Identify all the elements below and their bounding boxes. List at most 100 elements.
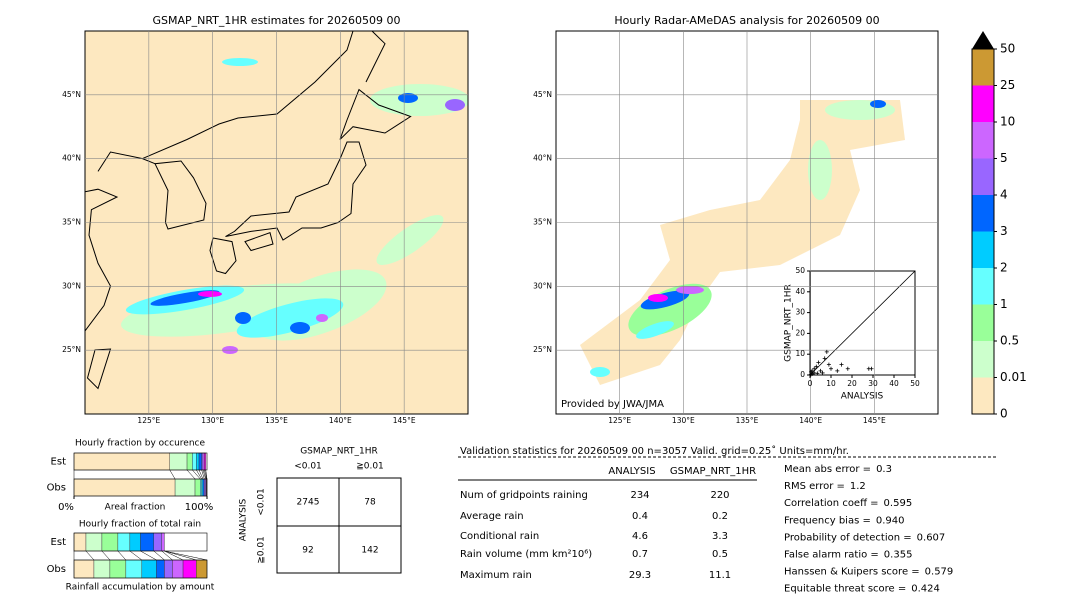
- colorbar-segment: [972, 231, 994, 268]
- score: Hanssen & Kuipers score = 0.579: [784, 567, 953, 578]
- scatter-point: [814, 364, 819, 369]
- fraction-segment: [198, 452, 202, 471]
- score-value: 0.607: [917, 532, 946, 543]
- total-rain-x-label: Rainfall accumulation by amount: [66, 583, 215, 593]
- cell-value: 78: [364, 498, 376, 508]
- fraction-segment: [73, 452, 170, 471]
- score: False alarm ratio = 0.355: [784, 550, 912, 561]
- score-label: Hanssen & Kuipers score =: [784, 567, 920, 578]
- fraction-segment: [196, 559, 208, 579]
- scatter-point: [815, 371, 820, 376]
- scatter-point: [845, 366, 850, 371]
- stat-name: Average rain: [460, 511, 524, 522]
- connector: [192, 469, 201, 480]
- colorbar-label: 0.01: [1000, 370, 1027, 384]
- fraction-segment: [196, 452, 200, 471]
- lon-tick-label: 135°E: [265, 416, 288, 425]
- contingency-title: GSMAP_NRT_1HR: [300, 447, 378, 457]
- bar-frame: [73, 478, 208, 497]
- lon-tick-label: 145°E: [393, 416, 416, 425]
- score-label: Mean abs error =: [784, 464, 871, 475]
- connector: [201, 469, 205, 480]
- scatter-y-label: GSMAP_NRT_1HR: [784, 284, 794, 362]
- colorbar-segment: [972, 122, 994, 159]
- lon-tick-label: 130°E: [672, 416, 695, 425]
- stat-name: Rain volume (mm km²10⁶): [460, 549, 592, 560]
- fraction-segment: [101, 532, 119, 552]
- column-label: ≧0.01: [356, 462, 384, 472]
- lon-tick-label: 145°E: [863, 416, 886, 425]
- fraction-segment: [85, 532, 103, 552]
- stat-value: 234: [630, 490, 649, 501]
- rain-field: [580, 100, 905, 385]
- map-title: GSMAP_NRT_1HR estimates for 20260509 00: [152, 14, 400, 27]
- colorbar-segment: [972, 49, 994, 86]
- score-value: 0.3: [876, 464, 892, 475]
- colorbar-segment: [972, 377, 994, 414]
- map-title: Hourly Radar-AMeDAS analysis for 2026050…: [614, 14, 879, 27]
- fraction-segment: [186, 452, 193, 471]
- colorbar-label: 1: [1000, 297, 1008, 311]
- stats-column: GSMAP_NRT_1HR: [670, 466, 756, 477]
- scatter-point: [839, 362, 844, 367]
- bar-frame: [73, 452, 208, 471]
- lat-tick-label: 30°N: [533, 281, 552, 290]
- lat-tick-label: 25°N: [533, 345, 552, 354]
- fraction-segment: [129, 532, 141, 552]
- lon-tick-label: 125°E: [608, 416, 631, 425]
- lat-tick-label: 45°N: [533, 90, 552, 99]
- stats-column: ANALYSIS: [608, 466, 655, 477]
- row-label: ≧0.01: [257, 536, 267, 564]
- colorbar-label: 5: [1000, 151, 1008, 165]
- lon-tick-label: 125°E: [137, 416, 160, 425]
- scatter-point: [812, 370, 817, 375]
- colorbar-extend: [972, 31, 994, 49]
- fraction-segment: [172, 559, 184, 579]
- fraction-segment: [125, 559, 143, 579]
- scatter-point: [829, 366, 833, 371]
- fraction-segment: [174, 478, 196, 497]
- score: RMS error = 1.2: [784, 481, 866, 492]
- contingency-row-title: ANALYSIS: [239, 498, 249, 541]
- scatter-point: [826, 362, 831, 367]
- x-tick-label: 50: [910, 379, 920, 388]
- stat-value: 29.3: [629, 570, 651, 581]
- stats-title: Validation statistics for 20260509 00 n=…: [460, 445, 849, 457]
- column-label: <0.01: [294, 462, 322, 472]
- connector: [186, 469, 196, 480]
- lat-tick-label: 30°N: [62, 281, 81, 290]
- connector: [161, 550, 173, 561]
- y-tick-label: 30: [795, 308, 805, 317]
- colorbar-segment: [972, 158, 994, 195]
- fraction-segment: [73, 559, 95, 579]
- bar-frame: [73, 559, 208, 579]
- score: Correlation coeff = 0.595: [784, 498, 912, 509]
- x-tick-label: 40: [889, 379, 899, 388]
- scatter-point: [820, 370, 825, 375]
- stat-value: 220: [710, 490, 729, 501]
- connector: [202, 469, 206, 480]
- lat-tick-label: 35°N: [533, 218, 552, 227]
- x-tick-label: 0%: [58, 502, 74, 513]
- colorbar-label: 0: [1000, 407, 1008, 421]
- stat-value: 0.7: [632, 549, 648, 560]
- score-label: Probability of detection =: [784, 532, 912, 543]
- diagonal: [809, 270, 916, 376]
- scatter-point: [835, 368, 840, 373]
- score-label: RMS error =: [784, 481, 845, 492]
- lon-tick-label: 130°E: [201, 416, 224, 425]
- lat-tick-label: 40°N: [533, 154, 552, 163]
- scatter-point: [818, 368, 823, 373]
- score-label: Frequency bias =: [784, 515, 871, 526]
- credit: Provided by JWA/JMA: [561, 399, 664, 410]
- connector: [169, 469, 176, 480]
- scatter-point: [869, 366, 874, 371]
- y-tick-label: 0: [800, 370, 805, 379]
- cell-value: 92: [302, 546, 313, 556]
- fraction-segment: [194, 478, 201, 497]
- stat-value: 0.5: [712, 549, 728, 560]
- fraction-segment: [153, 532, 162, 552]
- scatter-point: [809, 369, 814, 374]
- fraction-segment: [204, 452, 206, 471]
- scatter-point: [816, 360, 821, 365]
